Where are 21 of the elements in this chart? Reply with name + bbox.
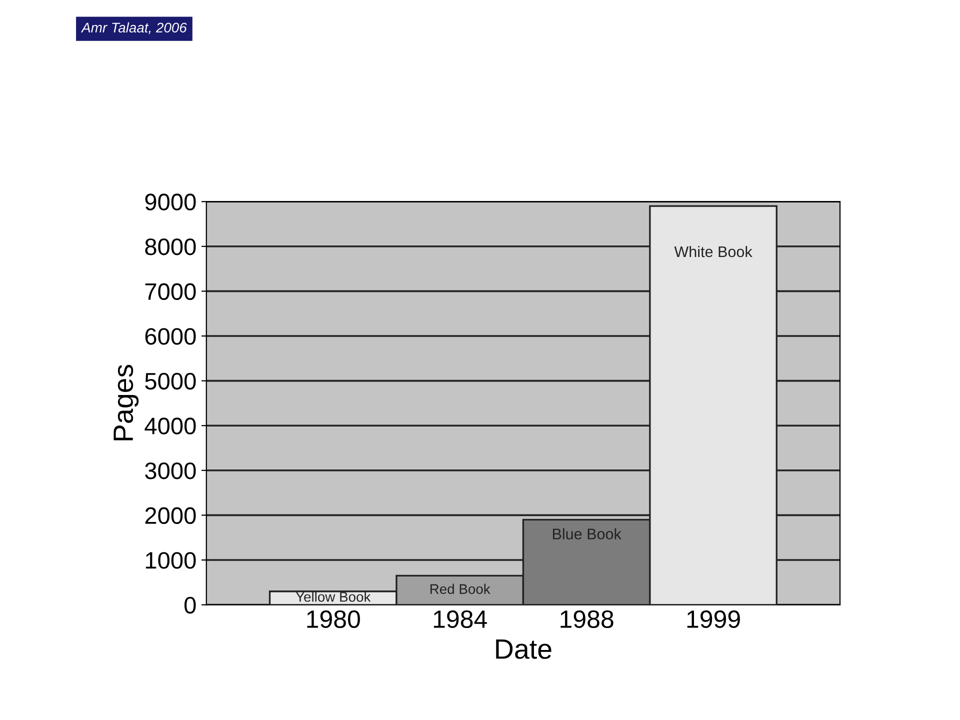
- y-tick-label: 8000: [145, 238, 196, 256]
- y-tick-label: 7000: [145, 283, 196, 300]
- y-tick-label: 6000: [145, 328, 196, 345]
- x-tick-label: 1999: [687, 610, 740, 628]
- x-tick-label: 1988: [560, 610, 614, 628]
- annotation: Yellow Book: [296, 592, 371, 602]
- x-tick-label: 1980: [307, 610, 360, 628]
- x-tick-label: 1984: [434, 610, 487, 628]
- y-tick-label: 1000: [146, 552, 196, 569]
- x-axis-title: Date: [496, 640, 552, 659]
- y-axis-title: Pages: [114, 364, 139, 440]
- annotation: Red Book: [430, 584, 490, 594]
- y-tick-label: 0: [184, 596, 196, 614]
- y-tick-label: 3000: [145, 462, 196, 480]
- annotation: White Book: [674, 246, 752, 258]
- y-tick-label: 5000: [145, 372, 196, 390]
- y-tick-label: 2000: [145, 507, 196, 524]
- y-tick-label: 9000: [145, 194, 196, 210]
- y-tick-label: 4000: [144, 418, 196, 434]
- annotation: Blue Book: [552, 528, 622, 540]
- text: Amr Talaat, 2006: [80, 22, 187, 34]
